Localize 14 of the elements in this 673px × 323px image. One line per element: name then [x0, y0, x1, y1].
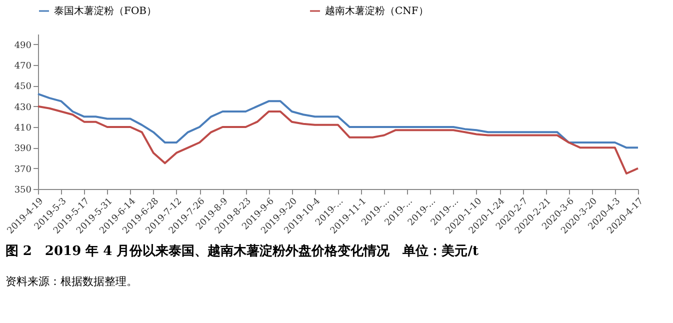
text: 资料来源：根据数据整理。 — [5, 275, 138, 288]
y-tick-label: 430 — [14, 102, 32, 113]
y-tick-label: 410 — [14, 124, 32, 134]
y-tick-label: 370 — [14, 164, 32, 175]
y-tick-label: 490 — [14, 40, 32, 51]
y-tick-label: 470 — [14, 62, 32, 72]
legend-label: 越南木薯淀粉（CNF） — [325, 5, 428, 17]
legend-label: 泰国木薯淀粉（FOB） — [54, 5, 156, 17]
y-tick-label: 390 — [14, 144, 32, 154]
y-tick-label: 450 — [14, 82, 32, 92]
y-tick-label: 350 — [14, 186, 32, 196]
line-series — [37, 92, 639, 149]
text: 图 2 2019 年 4 月份以来泰国、越南木薯淀粉外盘价格变化情况 单位：美元/t — [5, 243, 478, 260]
line-series — [37, 105, 639, 174]
